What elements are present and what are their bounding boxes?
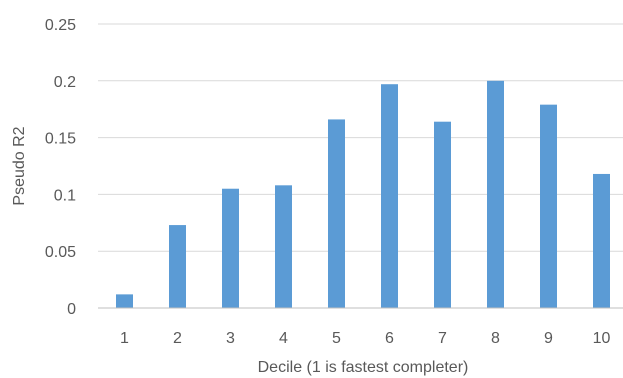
x-tick-label: 7 bbox=[438, 330, 447, 347]
x-tick-label: 1 bbox=[120, 330, 129, 347]
y-tick-label: 0.25 bbox=[45, 17, 76, 34]
y-tick-labels: 0 0.05 0.1 0.15 0.2 0.25 bbox=[45, 17, 76, 318]
x-tick-labels: 1 2 3 4 5 6 7 8 9 10 bbox=[120, 330, 610, 347]
x-tick-label: 10 bbox=[593, 330, 611, 347]
bar-decile-5 bbox=[328, 119, 345, 308]
bar-decile-2 bbox=[169, 225, 186, 308]
bar-decile-3 bbox=[222, 188, 239, 308]
x-tick-label: 4 bbox=[279, 330, 288, 347]
y-tick-label: 0 bbox=[67, 301, 76, 318]
bars bbox=[116, 80, 610, 308]
bar-decile-1 bbox=[116, 294, 133, 308]
x-tick-label: 2 bbox=[173, 330, 182, 347]
y-tick-label: 0.05 bbox=[45, 244, 76, 261]
x-tick-label: 6 bbox=[385, 330, 394, 347]
x-tick-label: 3 bbox=[226, 330, 235, 347]
x-tick-label: 9 bbox=[544, 330, 553, 347]
bar-decile-10 bbox=[593, 173, 610, 308]
y-tick-label: 0.15 bbox=[45, 131, 76, 148]
bar-decile-6 bbox=[381, 84, 398, 308]
bar-decile-8 bbox=[487, 80, 504, 308]
y-tick-label: 0.2 bbox=[54, 74, 76, 91]
bar-decile-4 bbox=[275, 185, 292, 308]
y-tick-label: 0.1 bbox=[54, 187, 76, 204]
bar-decile-7 bbox=[434, 121, 451, 308]
gridlines bbox=[98, 23, 623, 252]
bar-decile-9 bbox=[540, 104, 557, 308]
x-axis-title: Decile (1 is fastest completer) bbox=[258, 359, 469, 376]
y-axis-title: Pseudo R2 bbox=[11, 126, 28, 205]
x-tick-label: 8 bbox=[491, 330, 500, 347]
x-tick-label: 5 bbox=[332, 330, 341, 347]
